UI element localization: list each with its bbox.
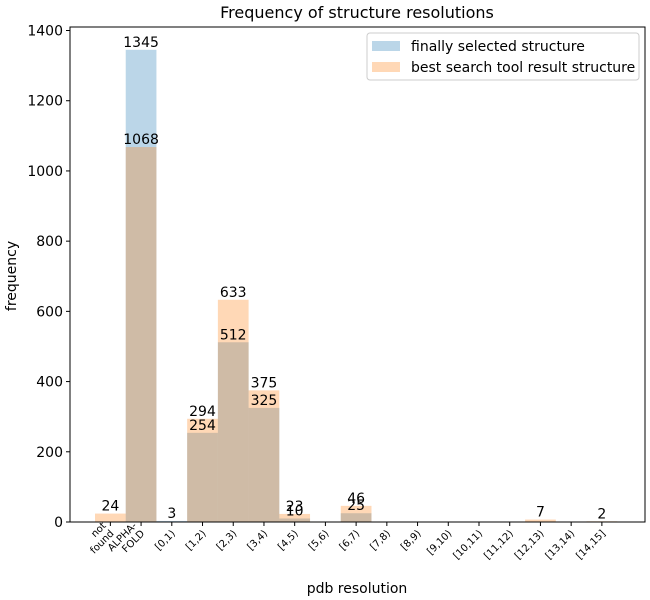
x-tick-label-13: [11,12) — [482, 528, 516, 562]
bar-selected-3 — [187, 432, 218, 522]
data-label-selected-5: 325 — [251, 393, 278, 409]
bar-selected-5 — [248, 407, 280, 522]
x-tick-label-7: [5,6) — [307, 528, 332, 553]
y-tick-label-600: 600 — [36, 304, 63, 320]
bar-search-4 — [217, 299, 249, 522]
legend: finally selected structure best search to… — [366, 32, 640, 81]
bar-search-0 — [95, 513, 126, 522]
bar-selected-4 — [217, 342, 249, 522]
svg-text:[10,11): [10,11) — [452, 528, 486, 562]
x-tick-label-11: [9,10) — [425, 528, 454, 557]
bar-labels-group: 1345 3 254 512 325 10 25 24 1068 294 633 375 23 46 7 2 — [101, 35, 606, 522]
svg-text:[5,6): [5,6) — [307, 528, 332, 553]
bar-selected-8 — [340, 513, 372, 522]
legend-swatch-0 — [372, 41, 400, 51]
x-tick-label-4: [2,3) — [215, 528, 240, 553]
axes-group — [69, 26, 646, 523]
svg-text:[8,9): [8,9) — [399, 528, 424, 553]
x-tick-label-10: [8,9) — [399, 528, 424, 553]
svg-text:[7,8): [7,8) — [368, 528, 393, 553]
data-label-search-16: 2 — [597, 506, 606, 522]
plot-frame — [69, 26, 646, 523]
svg-text:[11,12): [11,12) — [482, 528, 516, 562]
svg-text:[2,3): [2,3) — [215, 528, 240, 553]
bar-search-1 — [125, 147, 157, 522]
y-axis-label: frequency — [4, 241, 20, 311]
x-tick-label-5: [3,4) — [246, 528, 271, 553]
svg-text:[12,13): [12,13) — [513, 528, 547, 562]
data-label-selected-3: 254 — [189, 418, 216, 434]
x-tick-label-3: [1,2) — [184, 528, 209, 553]
svg-text:[13,14): [13,14) — [544, 528, 578, 562]
legend-label-1: best search tool result structure — [411, 60, 635, 76]
x-tick-label-14: [12,13) — [513, 528, 547, 562]
data-label-selected-8: 25 — [347, 498, 365, 514]
data-label-search-0: 24 — [101, 499, 119, 515]
y-tick-label-1000: 1000 — [27, 164, 63, 180]
data-label-selected-2: 3 — [167, 506, 176, 522]
x-axis-label: pdb resolution — [307, 581, 408, 597]
bar-search-14 — [525, 519, 556, 522]
data-label-selected-1: 1345 — [123, 35, 159, 51]
svg-text:[3,4): [3,4) — [246, 528, 271, 553]
bars-group — [95, 49, 618, 522]
bar-search-8 — [340, 505, 372, 522]
x-tick-label-6: [4,5) — [276, 528, 301, 553]
bar-selected-2 — [156, 520, 188, 522]
svg-text:[9,10): [9,10) — [425, 528, 454, 557]
data-label-search-8: 46 — [347, 491, 365, 507]
svg-text:[0,1): [0,1) — [153, 528, 178, 553]
x-tick-label-15: [13,14) — [544, 528, 578, 562]
y-tick-label-0: 0 — [54, 515, 63, 531]
data-label-search-6: 23 — [286, 499, 304, 515]
data-label-selected-6: 10 — [286, 503, 304, 519]
legend-swatch-1 — [372, 62, 400, 72]
svg-text:[1,2): [1,2) — [184, 528, 209, 553]
x-tick-label-12: [10,11) — [452, 528, 486, 562]
y-ticks-group: 0 200 400 600 800 1000 1200 1400 — [27, 24, 70, 531]
data-label-search-4: 633 — [220, 285, 247, 301]
svg-text:[6,7): [6,7) — [338, 528, 363, 553]
x-tick-label-9: [7,8) — [368, 528, 393, 553]
data-label-search-3: 294 — [189, 404, 216, 420]
svg-text:[4,5): [4,5) — [276, 528, 301, 553]
data-label-search-5: 375 — [251, 375, 278, 391]
x-tick-label-16: [14,15] — [574, 528, 608, 562]
data-label-selected-4: 512 — [220, 327, 247, 343]
x-tick-label-1: ALPHA-FOLD — [106, 520, 147, 555]
y-tick-label-800: 800 — [36, 234, 63, 250]
data-label-search-1: 1068 — [123, 132, 159, 148]
bar-search-5 — [248, 390, 280, 522]
bar-selected-6 — [279, 518, 311, 522]
legend-box — [366, 32, 640, 81]
y-tick-label-1200: 1200 — [27, 94, 63, 110]
data-label-search-14: 7 — [536, 505, 545, 521]
y-tick-label-1400: 1400 — [27, 24, 63, 40]
y-tick-label-400: 400 — [36, 375, 63, 391]
svg-text:[14,15]: [14,15] — [574, 528, 608, 562]
bar-selected-1 — [125, 49, 157, 522]
legend-label-0: finally selected structure — [411, 39, 585, 55]
bar-search-6 — [279, 513, 311, 522]
bar-search-3 — [187, 418, 218, 522]
chart-title: Frequency of structure resolutions — [220, 3, 494, 22]
x-tick-label-8: [6,7) — [338, 528, 363, 553]
x-tick-label-2: [0,1) — [153, 528, 178, 553]
y-tick-label-200: 200 — [36, 445, 63, 461]
